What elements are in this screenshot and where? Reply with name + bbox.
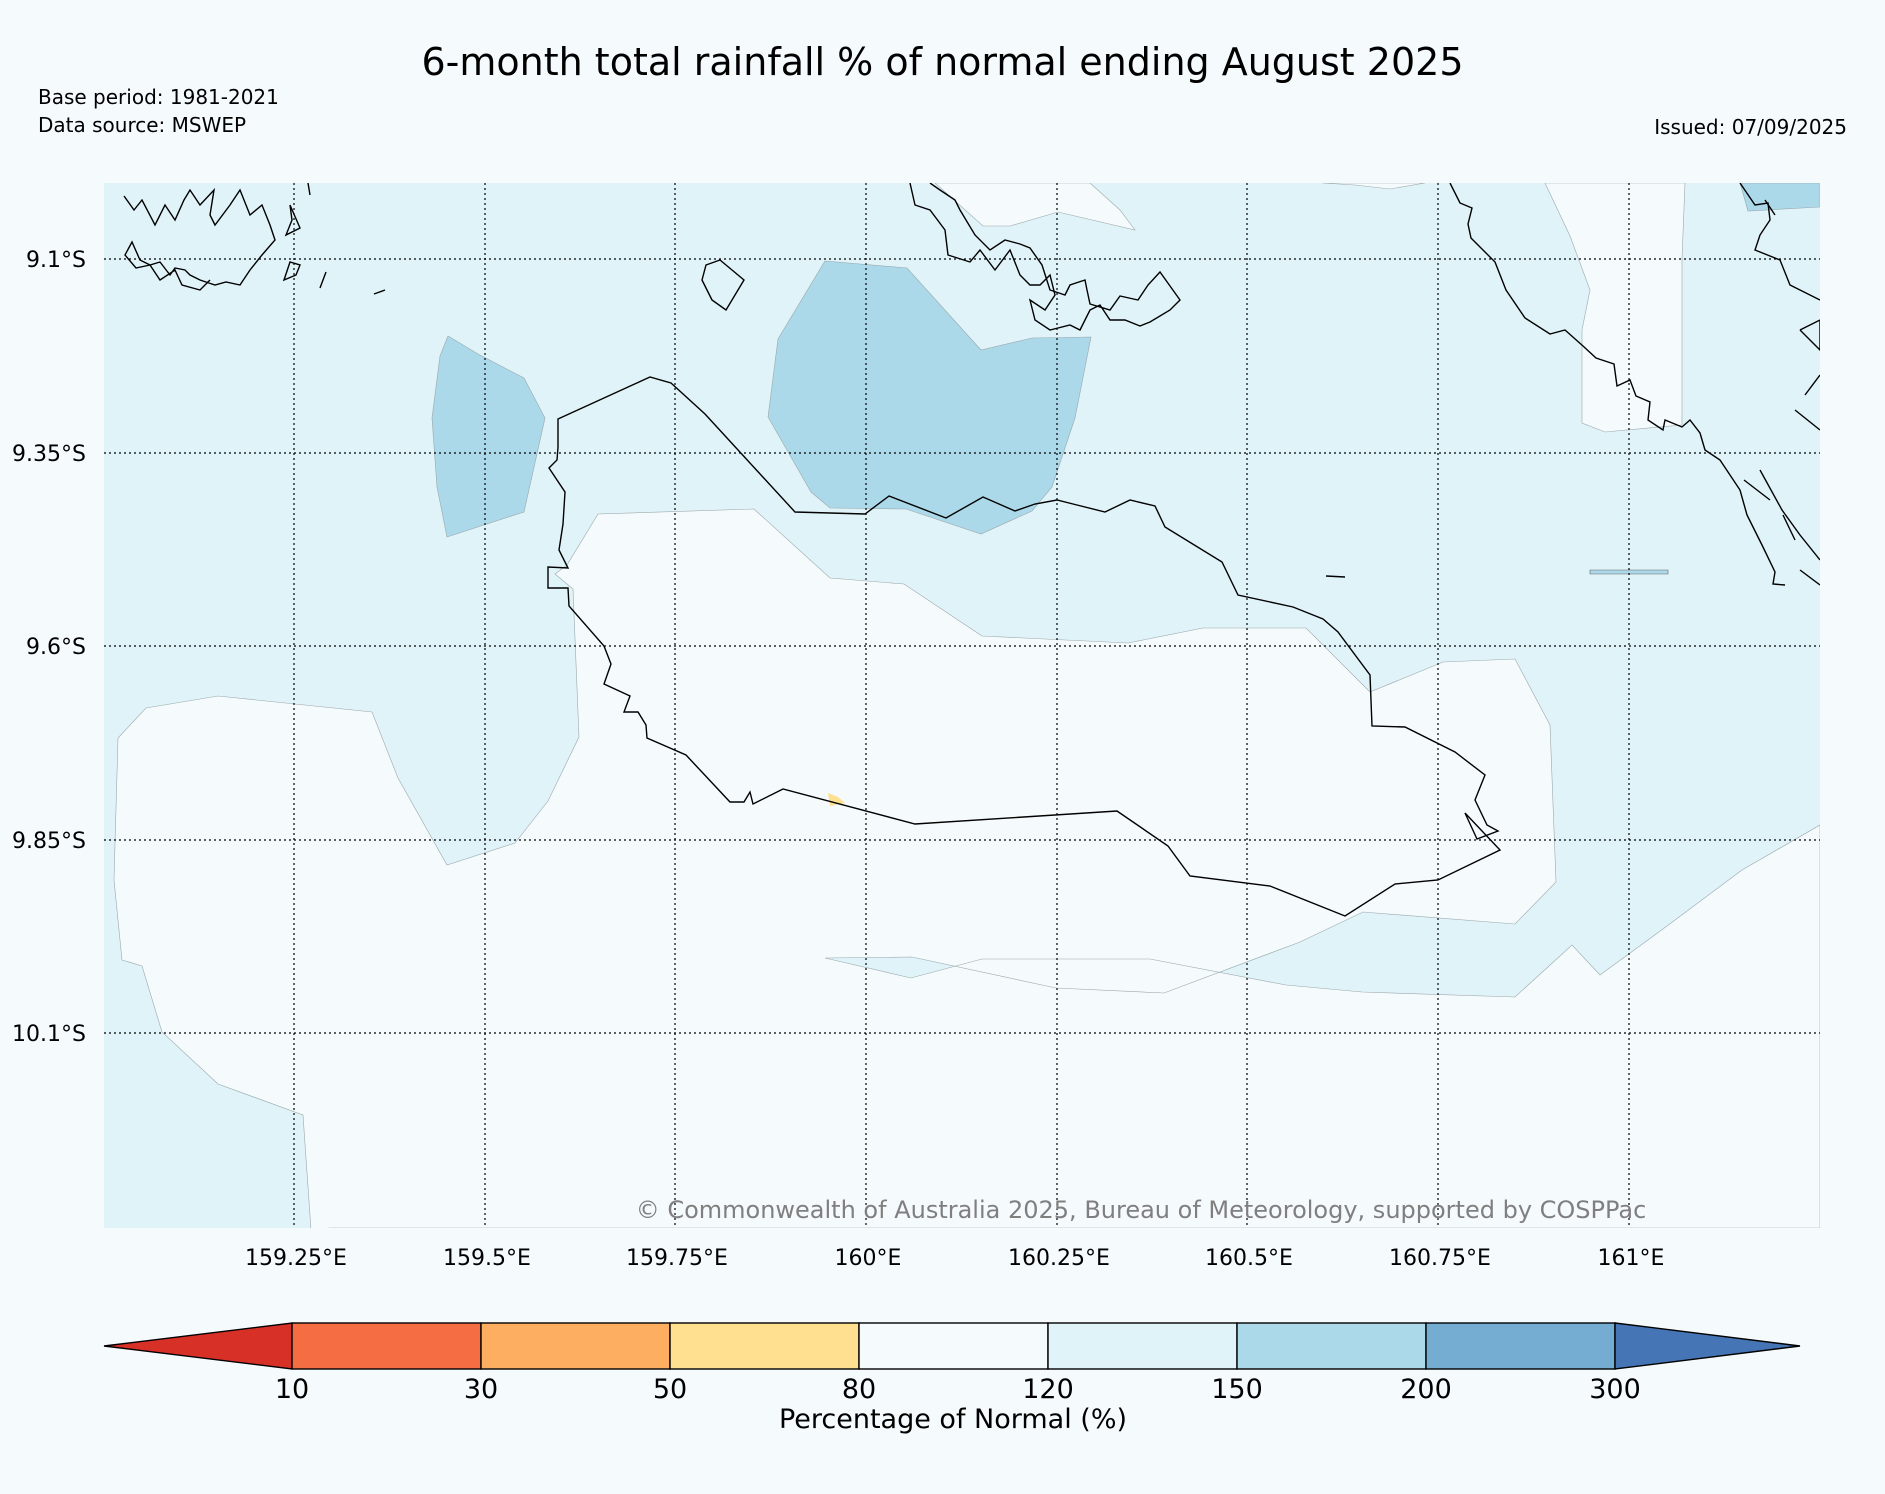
colorbar-segment: [291, 1322, 482, 1370]
map-title: 6-month total rainfall % of normal endin…: [421, 40, 1464, 84]
map-metadata: Base period: 1981-2021 Data source: MSWE…: [38, 83, 279, 139]
coastline-malaita-east-5: [1764, 199, 1776, 216]
lon-label: 161°E: [1598, 1246, 1665, 1271]
rainfall-zone-150-200-northeast: [1739, 183, 1820, 212]
colorbar-segment: [1236, 1322, 1427, 1370]
copyright-notice: © Commonwealth of Australia 2025, Bureau…: [636, 1196, 1647, 1224]
rainfall-zone-80-120-northeast: [1544, 183, 1686, 433]
lake-sliver: [1589, 569, 1669, 575]
coastline-malaita-islet-3: [1799, 569, 1820, 586]
colorbar-tick: 10: [275, 1374, 309, 1405]
data-source: Data source: MSWEP: [38, 113, 247, 137]
lon-label: 160°E: [835, 1246, 902, 1271]
coastline-northwest-islands: [123, 187, 276, 291]
lat-label: 10.1°S: [12, 1022, 86, 1047]
coastline-malaita-east: [1739, 183, 1820, 301]
lat-label: 9.6°S: [26, 635, 86, 660]
coastline-malaita-east-3: [1794, 409, 1820, 431]
coastline-northwest-islet-1: [284, 204, 301, 237]
lat-label: 9.1°S: [26, 248, 86, 273]
colorbar-extend-low: [103, 1322, 293, 1370]
colorbar-tick: 200: [1400, 1374, 1452, 1405]
colorbar-segment: [669, 1322, 860, 1370]
colorbar: [103, 1322, 1801, 1370]
coastline-malaita-islet-2: [1782, 514, 1796, 541]
coastline-florida-islands: [909, 183, 1181, 331]
coastline-malaita-islet-1: [1743, 479, 1771, 501]
lon-label: 160.25°E: [1008, 1246, 1110, 1271]
colorbar-tick: 300: [1589, 1374, 1641, 1405]
colorbar-ticks: 10 30 50 80 120 150 200 300: [275, 1374, 1641, 1405]
rainfall-zone-80-120-central: [113, 508, 1820, 1228]
coastline-northwest-islet-2: [282, 261, 301, 282]
lon-label: 160.5°E: [1205, 1246, 1293, 1271]
rainfall-zone-80-120-north: [934, 183, 1136, 231]
colorbar-tick: 50: [653, 1374, 687, 1405]
map-panel: [104, 183, 1820, 1228]
colorbar-tick: 150: [1211, 1374, 1263, 1405]
base-period: Base period: 1981-2021: [38, 85, 279, 109]
coastline-malaita-north: [1799, 320, 1820, 351]
coastline-malaita-islet-4: [1325, 575, 1346, 578]
colorbar-tick: 120: [1022, 1374, 1074, 1405]
coastline-northwest-islet-3: [319, 271, 327, 289]
lon-label: 159.5°E: [443, 1246, 531, 1271]
coastline-malaita-east-2: [1799, 319, 1820, 331]
lon-label: 159.75°E: [626, 1246, 728, 1271]
colorbar-extend-high: [1614, 1322, 1801, 1370]
issued-date: Issued: 07/09/2025: [1654, 115, 1847, 139]
graticule: [104, 183, 1820, 1228]
rainfall-zone-80-120-north2: [1321, 183, 1426, 190]
lon-label: 159.25°E: [245, 1246, 347, 1271]
lat-label: 9.35°S: [12, 442, 86, 467]
colorbar-segment: [480, 1322, 671, 1370]
coastline-northwest-islet-4: [373, 289, 386, 295]
coastline-malaita-east-4: [1804, 374, 1820, 396]
colorbar-tick: 80: [842, 1374, 876, 1405]
rainfall-zone-150-200-center: [767, 260, 1092, 535]
lat-label: 9.85°S: [12, 829, 86, 854]
coastline-malaita-south: [1759, 469, 1820, 561]
coastline-savo: [701, 259, 745, 312]
colorbar-segment: [1047, 1322, 1238, 1370]
colorbar-label: Percentage of Normal (%): [779, 1404, 1127, 1435]
colorbar-segment: [1425, 1322, 1616, 1370]
lon-label: 160.75°E: [1389, 1246, 1491, 1271]
latitude-labels: 9.1°S 9.35°S 9.6°S 9.85°S 10.1°S: [12, 248, 86, 1047]
colorbar-tick: 30: [464, 1374, 498, 1405]
colorbar-segment: [858, 1322, 1049, 1370]
longitude-labels: 159.25°E 159.5°E 159.75°E 160°E 160.25°E…: [245, 1246, 1664, 1271]
coastline-malaita: [1449, 183, 1786, 586]
coastline-northwest-islet-5: [307, 183, 311, 196]
